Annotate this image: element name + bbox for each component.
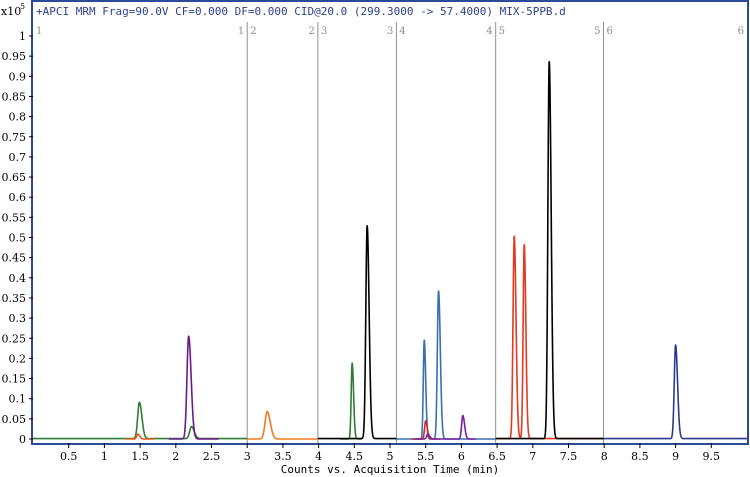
x-tick-label: 2.5	[203, 450, 221, 463]
y-tick-label: 0.65	[2, 171, 27, 184]
x-axis: 0.5 1 1.5 2 2.5 3 3.5 4 4.5 5 5.5 6 6.5 7 7.5 8 8.5 9 9.5	[60, 443, 720, 463]
y-tick-label: 0.9	[9, 70, 27, 83]
x-tick-label: 4.5	[346, 450, 364, 463]
x-tick-label: 6.5	[488, 450, 506, 463]
y-tick-label: 0.6	[9, 191, 27, 204]
x-tick-label: 5.5	[417, 450, 435, 463]
x-tick-label: 1	[101, 450, 108, 463]
y-tick-label: 0.95	[2, 50, 27, 63]
y-tick-label: 0.5	[9, 232, 27, 245]
segment-end-label: 6	[738, 26, 744, 37]
segment-start-label: 6	[606, 26, 612, 37]
y-tick-label: 0	[19, 433, 26, 446]
series-line	[494, 60, 605, 440]
segment-start-label: 3	[321, 26, 327, 37]
x-tick-label: 8.5	[631, 450, 649, 463]
y-tick-label: 0.45	[2, 252, 27, 265]
chart-title: +APCI MRM Frag=90.0V CF=0.000 DF=0.000 C…	[36, 5, 566, 18]
y-tick-label: 0.8	[9, 111, 27, 124]
segment-end-label: 1	[238, 26, 244, 37]
segment-end-label: 2	[309, 26, 315, 37]
x-tick-label: 3	[244, 450, 251, 463]
y-tick-label: 1	[19, 30, 26, 43]
y-tick-label: 0.05	[2, 413, 27, 426]
x-tick-label: 4	[315, 450, 322, 463]
x-tick-label: 9	[672, 450, 679, 463]
series-line	[602, 344, 748, 440]
y-tick-label: 0.15	[2, 373, 27, 386]
series-line	[414, 414, 477, 440]
segment-end-label: 5	[594, 26, 600, 37]
y-tick-label: 0.2	[9, 352, 27, 365]
segment-start-label: 1	[36, 26, 42, 37]
y-tick-label: 0.7	[9, 151, 27, 164]
y-scale-label: x10	[1, 5, 21, 18]
x-tick-label: 9.5	[703, 450, 721, 463]
x-tick-label: 7	[529, 450, 536, 463]
y-tick-label: 0.35	[2, 292, 27, 305]
series-line	[246, 410, 319, 440]
x-tick-label: 8	[601, 450, 608, 463]
x-tick-label: 5	[387, 450, 394, 463]
x-tick-label: 7.5	[560, 450, 578, 463]
y-scale-exponent: 5	[20, 2, 25, 11]
segment-end-label: 3	[387, 26, 393, 37]
x-tick-label: 1.5	[131, 450, 149, 463]
y-axis: 0 0.05 0.1 0.15 0.2 0.25 0.3 0.35 0.4 0.45 0.5 0.55…	[2, 30, 33, 446]
segment-end-label: 4	[486, 26, 492, 37]
x-tick-label: 3.5	[274, 450, 292, 463]
x-tick-label: 6	[458, 450, 465, 463]
y-tick-label: 0.1	[9, 393, 27, 406]
y-tick-label: 0.4	[9, 272, 27, 285]
segment-start-label: 2	[250, 26, 256, 37]
series-lines	[32, 60, 748, 440]
x-axis-title: Counts vs. Acquisition Time (min)	[281, 463, 500, 476]
x-tick-label: 2	[172, 450, 179, 463]
plot-frame	[31, 0, 749, 445]
segment-start-label: 5	[499, 26, 505, 37]
x-tick-label: 0.5	[60, 450, 78, 463]
y-tick-label: 0.25	[2, 332, 27, 345]
segment-start-label: 4	[399, 26, 405, 37]
y-tick-label: 0.3	[9, 312, 27, 325]
y-tick-label: 0.75	[2, 131, 27, 144]
y-tick-label: 0.85	[2, 90, 27, 103]
series-line	[167, 335, 220, 440]
series-line	[317, 225, 398, 440]
series-line	[125, 433, 156, 440]
y-tick-label: 0.55	[2, 211, 27, 224]
